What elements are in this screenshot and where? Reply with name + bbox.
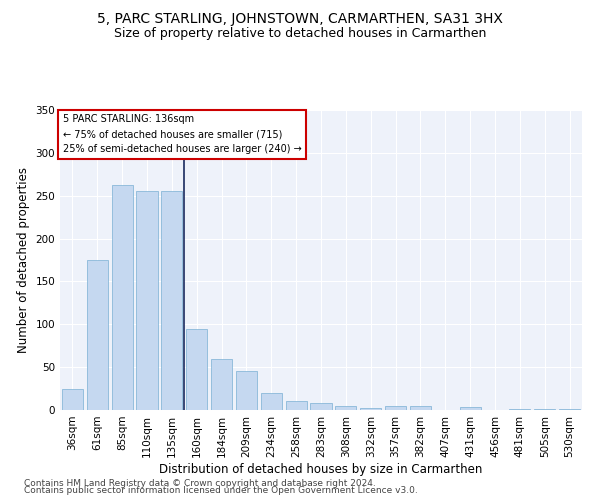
Bar bbox=[62, 388, 83, 410]
Bar bbox=[509, 409, 530, 410]
Y-axis label: Number of detached properties: Number of detached properties bbox=[17, 167, 30, 353]
Bar bbox=[534, 409, 555, 410]
Bar bbox=[186, 330, 207, 410]
Bar bbox=[460, 406, 481, 410]
Bar bbox=[236, 370, 257, 410]
Text: Contains public sector information licensed under the Open Government Licence v3: Contains public sector information licen… bbox=[24, 486, 418, 495]
Text: Size of property relative to detached houses in Carmarthen: Size of property relative to detached ho… bbox=[114, 28, 486, 40]
Text: 5 PARC STARLING: 136sqm
← 75% of detached houses are smaller (715)
25% of semi-d: 5 PARC STARLING: 136sqm ← 75% of detache… bbox=[62, 114, 301, 154]
Bar bbox=[410, 406, 431, 410]
Bar bbox=[310, 403, 332, 410]
Text: Contains HM Land Registry data © Crown copyright and database right 2024.: Contains HM Land Registry data © Crown c… bbox=[24, 478, 376, 488]
Bar bbox=[385, 406, 406, 410]
Bar bbox=[360, 408, 381, 410]
X-axis label: Distribution of detached houses by size in Carmarthen: Distribution of detached houses by size … bbox=[160, 462, 482, 475]
Bar bbox=[211, 358, 232, 410]
Bar bbox=[112, 184, 133, 410]
Bar bbox=[286, 402, 307, 410]
Bar bbox=[161, 192, 182, 410]
Bar bbox=[136, 192, 158, 410]
Bar bbox=[335, 406, 356, 410]
Text: 5, PARC STARLING, JOHNSTOWN, CARMARTHEN, SA31 3HX: 5, PARC STARLING, JOHNSTOWN, CARMARTHEN,… bbox=[97, 12, 503, 26]
Bar bbox=[559, 409, 580, 410]
Bar bbox=[261, 393, 282, 410]
Bar bbox=[87, 260, 108, 410]
